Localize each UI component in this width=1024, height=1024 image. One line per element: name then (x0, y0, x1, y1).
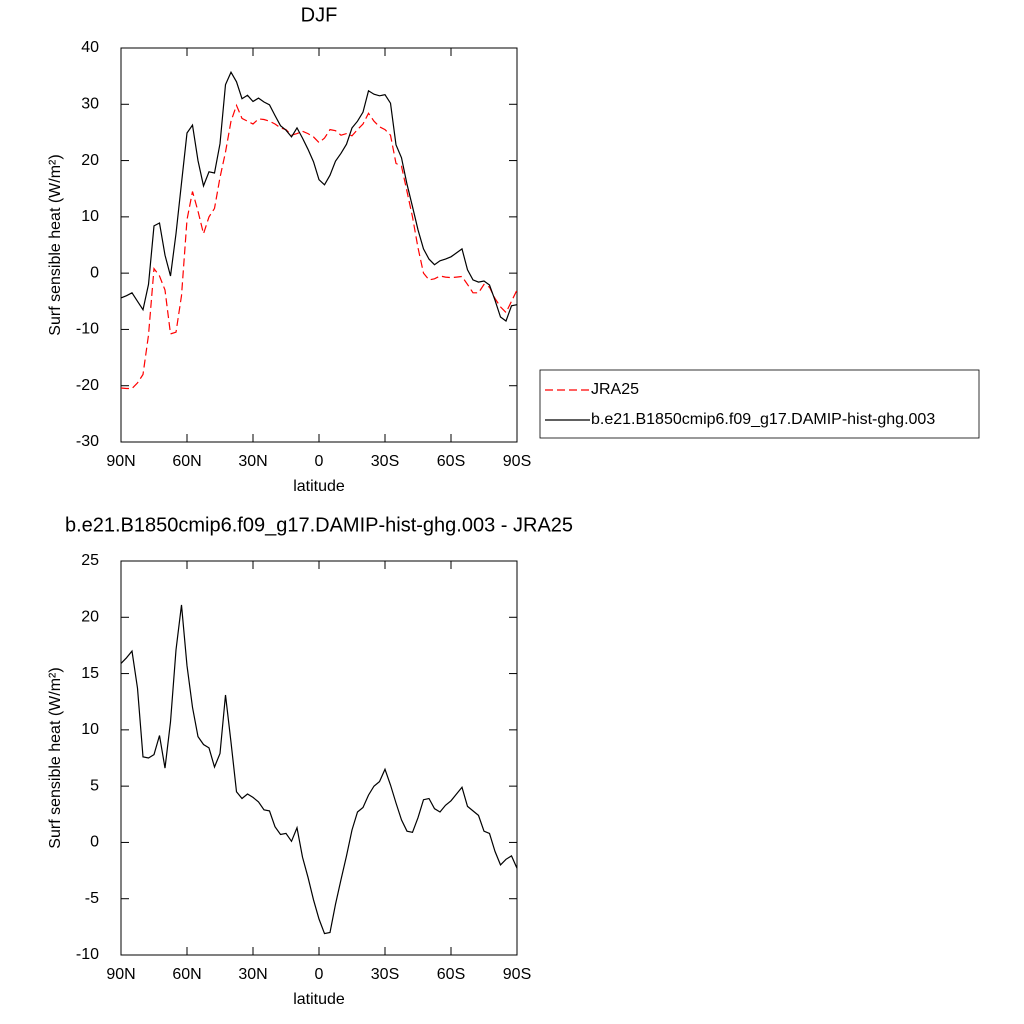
y-tick-label: 15 (81, 665, 99, 682)
y-tick-label: -10 (76, 946, 99, 963)
chart-title: b.e21.B1850cmip6.f09_g17.DAMIP-hist-ghg.… (65, 514, 573, 536)
data-line (120, 70, 518, 322)
y-tick-label: -20 (76, 377, 99, 394)
y-axis-label: Surf sensible heat (W/m²) (47, 667, 64, 848)
y-tick-label: 40 (81, 39, 99, 56)
x-tick-label: 60S (437, 453, 465, 470)
y-tick-label: 30 (81, 96, 99, 113)
x-tick-label: 90N (106, 453, 135, 470)
x-tick-label: 30N (238, 966, 267, 983)
legend-box (539, 369, 980, 439)
x-tick-label: 90S (503, 966, 531, 983)
x-tick-label: 60N (172, 453, 201, 470)
plot-frame (120, 47, 518, 443)
y-tick-label: -5 (85, 890, 99, 907)
x-tick-label: 30N (238, 453, 267, 470)
legend-label: JRA25 (591, 381, 639, 398)
y-axis-label: Surf sensible heat (W/m²) (47, 154, 64, 335)
y-tick-label: 20 (81, 152, 99, 169)
x-tick-label: 30S (371, 453, 399, 470)
y-tick-label: 0 (90, 834, 99, 851)
x-tick-label: 90S (503, 453, 531, 470)
y-tick-label: 10 (81, 721, 99, 738)
x-tick-label: 30S (371, 966, 399, 983)
legend-label: b.e21.B1850cmip6.f09_g17.DAMIP-hist-ghg.… (591, 411, 935, 428)
x-axis-label: latitude (293, 478, 345, 495)
data-line (120, 604, 518, 935)
x-tick-label: 0 (315, 966, 324, 983)
x-axis-label: latitude (293, 991, 345, 1008)
y-tick-label: -30 (76, 433, 99, 450)
y-tick-label: 0 (90, 264, 99, 281)
y-tick-label: 25 (81, 552, 99, 569)
x-tick-label: 60S (437, 966, 465, 983)
y-tick-label: 5 (90, 777, 99, 794)
x-tick-label: 0 (315, 453, 324, 470)
y-tick-label: 10 (81, 208, 99, 225)
chart-title: DJF (301, 4, 338, 26)
plot-frame (120, 560, 518, 956)
y-tick-label: 20 (81, 609, 99, 626)
x-tick-label: 90N (106, 966, 135, 983)
data-line (120, 103, 518, 390)
y-tick-label: -10 (76, 321, 99, 338)
x-tick-label: 60N (172, 966, 201, 983)
